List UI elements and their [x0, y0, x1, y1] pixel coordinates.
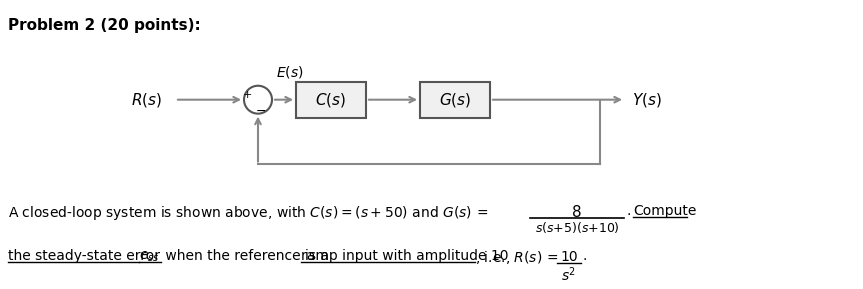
Text: ramp input with amplitude 10: ramp input with amplitude 10 [301, 249, 508, 263]
Text: +: + [243, 90, 252, 100]
Bar [296, 82, 366, 118]
Text: Problem 2 (20 points):: Problem 2 (20 points): [8, 18, 201, 33]
Text: .: . [626, 204, 630, 218]
Text: 10: 10 [560, 250, 578, 264]
Text: 8: 8 [572, 205, 582, 221]
Text: $e_{ss}$: $e_{ss}$ [139, 249, 160, 264]
Text: , i.e., $R(s)\,=$: , i.e., $R(s)\,=$ [475, 249, 558, 266]
Text: $s^2$: $s^2$ [562, 265, 576, 284]
Text: Compute: Compute [633, 204, 696, 218]
Bar [420, 82, 490, 118]
Text: $Y(s)$: $Y(s)$ [632, 91, 662, 109]
Text: $G(s)$: $G(s)$ [439, 91, 471, 109]
Text: the steady-state error: the steady-state error [8, 249, 164, 263]
Text: $E(s)$: $E(s)$ [276, 64, 304, 80]
Text: when the reference is a: when the reference is a [161, 249, 333, 263]
Text: $R(s)$: $R(s)$ [131, 91, 162, 109]
Text: .: . [582, 249, 586, 263]
Text: $s(s{+}5)(s{+}10)$: $s(s{+}5)(s{+}10)$ [534, 220, 620, 235]
Text: $C(s)$: $C(s)$ [316, 91, 347, 109]
Text: −: − [255, 105, 267, 118]
Text: A closed-loop system is shown above, with $C(s) = (s + 50)$ and $G(s)\,=$: A closed-loop system is shown above, wit… [8, 204, 488, 222]
